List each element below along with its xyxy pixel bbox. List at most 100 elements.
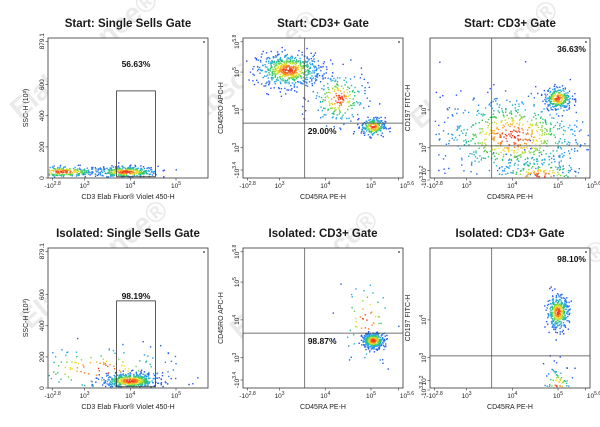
event-point [378, 322, 380, 325]
event-point [527, 172, 530, 174]
event-point [485, 133, 487, 135]
event-point [530, 167, 533, 169]
event-point [563, 333, 565, 335]
event-point [314, 75, 317, 77]
event-point [109, 168, 112, 170]
event-point [161, 374, 164, 377]
event-point [108, 383, 110, 385]
event-point [556, 309, 558, 311]
event-point [139, 360, 141, 362]
event-point [170, 377, 172, 380]
x-tick-label: 104 [320, 181, 330, 190]
event-point [369, 335, 371, 338]
event-point [533, 136, 536, 138]
event-dots [48, 162, 177, 178]
event-point [82, 364, 84, 366]
event-point [521, 101, 523, 103]
panel-title: Isolated: CD3+ Gate [456, 228, 565, 240]
event-point [379, 120, 381, 122]
event-point [529, 126, 531, 129]
event-point [557, 100, 559, 102]
event-point [562, 87, 564, 90]
event-point [120, 382, 122, 384]
x-tick-label: 103 [80, 181, 90, 190]
event-point [118, 383, 120, 385]
event-point [151, 174, 154, 176]
event-point [155, 173, 157, 176]
event-point [295, 76, 297, 78]
event-point [503, 116, 505, 118]
event-point [324, 77, 326, 79]
event-point [563, 325, 565, 327]
event-point [140, 165, 142, 167]
event-point [322, 78, 324, 80]
event-point [166, 383, 169, 385]
event-point [498, 106, 500, 108]
event-point [518, 128, 520, 130]
event-point [570, 148, 573, 151]
event-point [298, 81, 300, 83]
event-point [546, 140, 549, 142]
event-point [275, 73, 278, 75]
event-point [556, 374, 558, 376]
event-point [382, 123, 384, 125]
event-point [537, 166, 540, 168]
event-point [126, 381, 129, 383]
event-point [380, 335, 383, 337]
event-point [464, 109, 466, 112]
event-point [90, 173, 93, 175]
event-point [308, 69, 310, 71]
event-point [62, 173, 64, 176]
event-point [284, 93, 287, 95]
event-point [59, 166, 61, 168]
event-point [342, 114, 344, 116]
event-point [300, 69, 303, 72]
event-point [531, 129, 533, 131]
event-point [530, 134, 533, 136]
event-point [547, 109, 550, 112]
event-point [505, 122, 507, 125]
event-point [473, 151, 475, 153]
event-point [129, 375, 131, 378]
event-point [566, 97, 568, 99]
y-tick-label: 600 [39, 79, 46, 90]
event-point [89, 361, 92, 364]
y-tick-label: 400 [39, 320, 46, 331]
event-point [481, 157, 483, 159]
event-point [302, 79, 304, 82]
event-point [554, 83, 556, 86]
event-point [493, 132, 495, 134]
event-point [570, 300, 572, 302]
event-point [129, 382, 132, 384]
event-point [49, 170, 51, 172]
event-point [561, 385, 564, 388]
event-point [476, 110, 479, 113]
event-point [566, 105, 568, 107]
event-point [460, 157, 463, 160]
event-point [380, 134, 383, 137]
event-point [259, 69, 262, 71]
event-point [286, 61, 288, 63]
event-point [525, 171, 528, 173]
event-point [383, 125, 385, 128]
event-point [514, 103, 517, 106]
event-point [529, 123, 532, 125]
event-point [124, 382, 127, 384]
event-point [261, 53, 263, 55]
event-point [353, 130, 355, 133]
event-point [496, 123, 498, 125]
event-point [372, 120, 374, 122]
event-point [97, 170, 99, 172]
plot-frame [47, 247, 209, 389]
event-point [83, 372, 86, 374]
event-point [122, 343, 124, 346]
event-point [564, 88, 567, 90]
event-point [286, 66, 288, 68]
event-point [374, 337, 376, 340]
event-point [299, 59, 301, 62]
event-point [575, 139, 577, 141]
event-point [128, 166, 130, 169]
event-point [103, 167, 105, 169]
event-point [378, 344, 380, 346]
event-point [587, 149, 589, 151]
